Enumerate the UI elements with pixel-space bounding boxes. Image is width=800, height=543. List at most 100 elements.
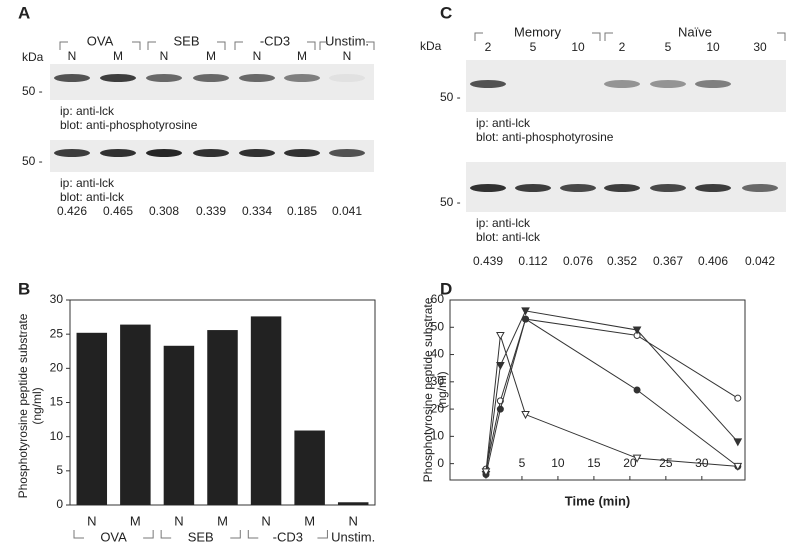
x-tick-label: 10 [551, 456, 565, 470]
blot-label: blot: anti-lck [60, 190, 125, 204]
marker [496, 331, 505, 341]
blot-band [146, 149, 182, 157]
plot-frame [449, 299, 746, 481]
lane-label: M [206, 49, 216, 63]
lane-label: 30 [753, 40, 767, 54]
x-tick-label: N [87, 513, 96, 528]
group-bracket [59, 41, 141, 50]
y-tick-label: 30 [50, 292, 64, 306]
y-tick-label: 20 [431, 401, 445, 415]
y-tick-label: 0 [437, 456, 444, 470]
y-tick-label: 0 [56, 497, 63, 511]
densitometry-value: 0.439 [473, 254, 503, 268]
blot-band [329, 149, 365, 157]
lane-label: 2 [485, 40, 492, 54]
densitometry-value: 0.185 [287, 204, 317, 218]
series-line [485, 318, 739, 475]
y-tick-label: 40 [431, 347, 445, 361]
group-label: Memory [514, 24, 561, 39]
y-tick-label: 15 [50, 395, 64, 409]
y-axis-title: Phosphotyrosine peptide substrate (ng/ml… [16, 313, 44, 499]
blot-band [470, 80, 506, 88]
lane-label: 2 [619, 40, 626, 54]
kda-label: kDa [420, 39, 442, 53]
x-tick-label: 25 [659, 456, 673, 470]
group-label: Naïve [678, 24, 712, 39]
blot-band [193, 74, 229, 82]
group-label: OVA [87, 33, 114, 48]
lane-label: N [343, 49, 352, 63]
mw-marker: 50 - [22, 154, 43, 168]
y-tick-label: 5 [56, 463, 63, 477]
blot-label: blot: anti-phosphotyrosine [60, 118, 198, 132]
densitometry-value: 0.042 [745, 254, 775, 268]
panel-label: A [18, 3, 30, 22]
ip-label: ip: anti-lck [476, 216, 531, 230]
ip-label: ip: anti-lck [60, 176, 115, 190]
blot-band [146, 74, 182, 82]
marker [632, 326, 642, 335]
densitometry-value: 0.076 [563, 254, 593, 268]
blot-band [695, 80, 731, 88]
y-tick-label: 20 [50, 361, 64, 375]
marker [633, 386, 641, 394]
panel-label: B [18, 279, 30, 298]
densitometry-value: 0.112 [518, 254, 547, 268]
blot-band [470, 184, 506, 192]
x-tick-label: M [304, 513, 315, 528]
blot-band [604, 80, 640, 88]
series-line [485, 310, 739, 475]
lane-label: N [160, 49, 169, 63]
mw-marker: 50 - [440, 195, 461, 209]
densitometry-value: 0.339 [196, 204, 226, 218]
lane-label: 5 [530, 40, 537, 54]
bar [250, 316, 282, 505]
series-line [485, 335, 738, 472]
marker [521, 411, 530, 420]
x-tick-label: 5 [519, 456, 526, 470]
densitometry-value: 0.352 [607, 254, 637, 268]
marker [734, 394, 742, 402]
y-tick-label: 30 [431, 374, 445, 388]
densitometry-value: 0.406 [698, 254, 728, 268]
bar [337, 502, 369, 505]
x-tick-label: M [130, 513, 141, 528]
blot-band [54, 74, 90, 82]
bar [207, 330, 238, 505]
mw-marker: 50 - [22, 84, 43, 98]
blot-band [650, 184, 686, 192]
y-axis-title: Phosphotyrosine peptide substrate (ng/ml… [421, 297, 449, 483]
blot-band [54, 149, 90, 157]
ip-label: ip: anti-lck [60, 104, 115, 118]
y-tick-label: 10 [431, 429, 445, 443]
lane-label: 10 [571, 40, 585, 54]
blot-band [100, 149, 136, 157]
blot-band [284, 149, 320, 157]
mw-marker: 50 - [440, 90, 461, 104]
bar [120, 324, 151, 505]
blot-band [239, 149, 275, 157]
group-bracket [604, 32, 786, 41]
group-bracket [147, 41, 226, 50]
x-tick-label: N [261, 513, 270, 528]
y-tick-label: 50 [431, 319, 445, 333]
x-axis-title: Time (min) [565, 493, 631, 508]
blot-band [284, 74, 320, 82]
lane-label: M [113, 49, 123, 63]
y-tick-label: 25 [50, 326, 64, 340]
blot-label: blot: anti-lck [476, 230, 541, 244]
bar [163, 345, 195, 505]
group-bracket [247, 530, 328, 539]
densitometry-value: 0.308 [149, 204, 179, 218]
lane-label: 5 [665, 40, 672, 54]
blot-membrane [50, 64, 374, 100]
group-label: Unstim. [331, 529, 375, 543]
group-label: -CD3 [273, 529, 303, 543]
lane-label: N [68, 49, 77, 63]
marker [496, 361, 505, 371]
x-tick-label: M [217, 513, 228, 528]
group-label: SEB [188, 529, 214, 543]
densitometry-value: 0.334 [242, 204, 272, 218]
blot-band [695, 184, 731, 192]
